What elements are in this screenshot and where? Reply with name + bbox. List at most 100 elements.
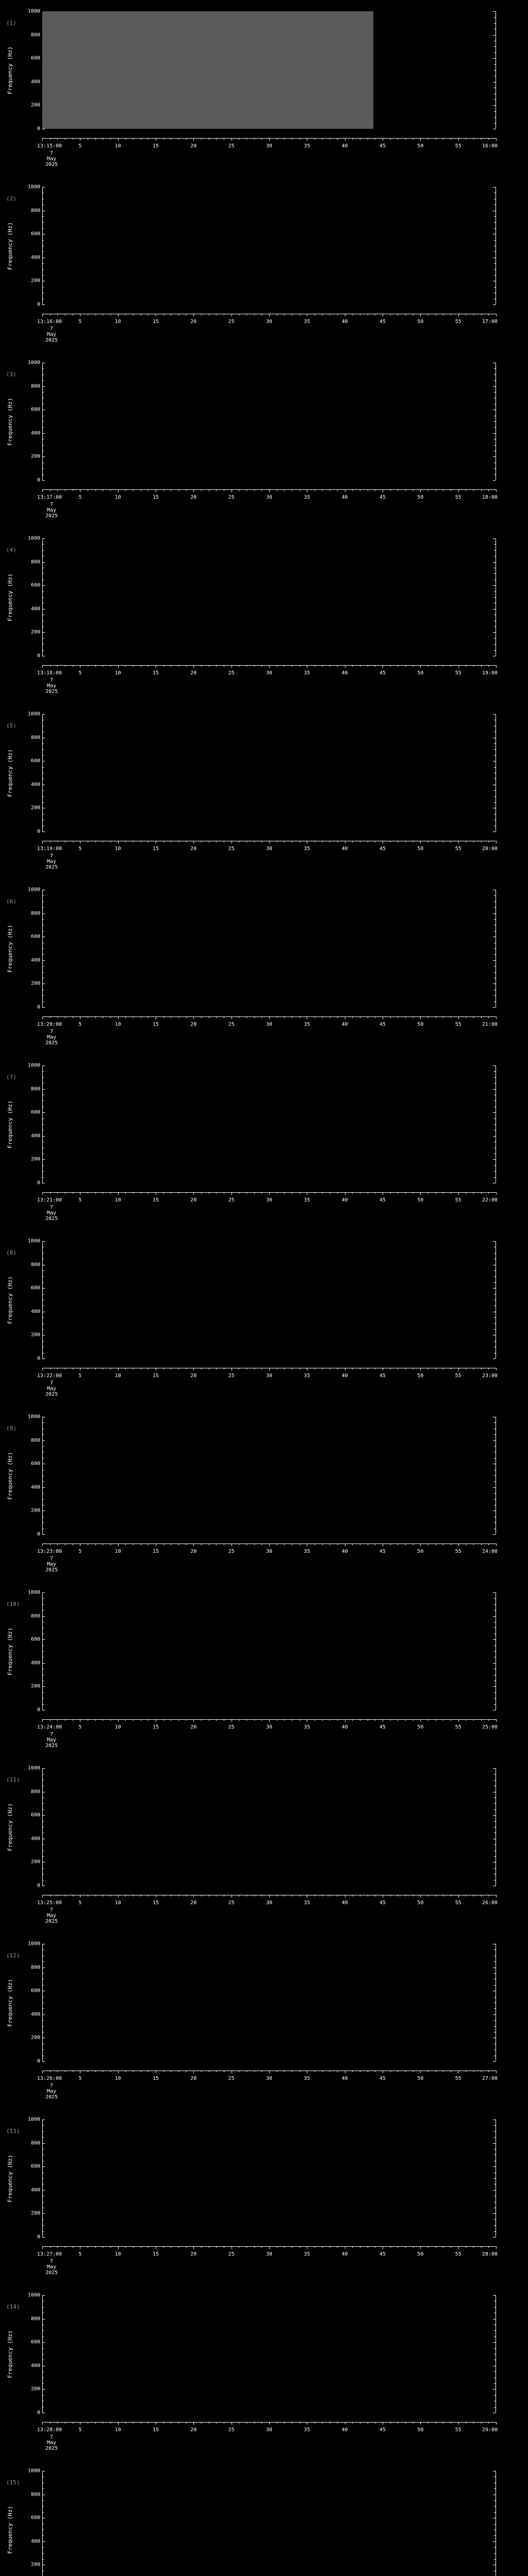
y-right-tick-mark: [494, 1821, 496, 1822]
x-minor-tick-mark: [412, 1368, 414, 1369]
spectrogram-panel: (14) Frequency (Hz) 1000 800 600 400 200 0 13:28…: [0, 2284, 528, 2460]
x-axis-date-label: 7 May 2025: [36, 1380, 67, 1397]
x-minor-tick-mark: [481, 2246, 482, 2248]
y-tick-label-group: 1000 800 600 400 200 0: [15, 1590, 40, 1713]
y-right-tick-mark: [494, 1868, 496, 1869]
date-line: 2025: [45, 2094, 58, 2100]
y-axis-title: Frequency (Hz): [5, 1241, 14, 1359]
y-tick-label: 1000: [27, 1941, 40, 1947]
y-tick-label: 0: [37, 477, 40, 483]
y-minor-tick-mark: [42, 1481, 44, 1482]
y-tick-label: 800: [30, 1613, 40, 1619]
y-right-tick-mark: [493, 2143, 496, 2144]
date-line: 2025: [45, 162, 58, 167]
y-minor-tick-mark: [42, 2137, 44, 2138]
x-minor-tick-mark: [50, 138, 51, 140]
x-tick-label: 5: [78, 319, 82, 325]
y-minor-tick-mark: [42, 2559, 44, 2560]
x-tick-mark: [118, 1192, 119, 1195]
x-minor-tick-mark: [57, 2422, 58, 2424]
y-right-tick-mark: [493, 58, 496, 59]
x-tick-mark: [496, 665, 497, 668]
x-minor-tick-mark: [110, 314, 111, 315]
x-tick-mark: [458, 1368, 459, 1370]
x-minor-tick-mark: [329, 314, 331, 315]
x-minor-tick-mark: [163, 2071, 164, 2072]
x-tick-label: 55: [455, 495, 461, 500]
x-tick-label: 55: [455, 1197, 461, 1203]
x-minor-tick-mark: [284, 1016, 285, 1018]
x-minor-tick-mark: [216, 489, 217, 491]
y-tick-label-group: 1000 800 600 400 200 0: [15, 536, 40, 659]
y-right-tick-mark: [493, 2190, 496, 2191]
x-tick-label: 23:00: [482, 1373, 498, 1379]
y-right-tick-mark: [493, 1592, 496, 1593]
y-right-tick-mark: [494, 1317, 496, 1318]
y-tick-label-group: 1000 800 600 400 200 0: [15, 1063, 40, 1186]
x-minor-tick-mark: [246, 841, 247, 842]
x-minor-tick-mark: [412, 665, 414, 667]
y-tick-label: 0: [37, 1180, 40, 1186]
x-minor-tick-mark: [110, 1895, 111, 1896]
x-minor-tick-mark: [337, 2246, 338, 2248]
x-minor-tick-mark: [125, 665, 126, 667]
y-tick-label: 800: [30, 1964, 40, 1971]
x-minor-tick-mark: [125, 2071, 126, 2072]
y-right-tick-mark: [494, 421, 496, 422]
date-line: 2025: [45, 1040, 58, 1046]
x-minor-tick-mark: [163, 1368, 164, 1369]
y-right-tick-mark: [493, 35, 496, 36]
x-tick-mark: [420, 2246, 421, 2249]
x-tick-label: 55: [455, 1373, 461, 1379]
x-tick-mark: [42, 2246, 43, 2249]
y-right-tick-mark: [494, 907, 496, 908]
y-tick-label: 200: [30, 1683, 40, 1689]
x-minor-tick-mark: [481, 1016, 482, 1018]
x-minor-tick-mark: [337, 2422, 338, 2424]
y-right-tick-mark: [494, 1961, 496, 1962]
x-tick-label: 45: [379, 2076, 386, 2081]
y-minor-tick-mark: [42, 1821, 44, 1822]
x-minor-tick-mark: [178, 1368, 179, 1369]
y-minor-tick-mark: [42, 2371, 44, 2372]
y-right-tick-mark: [493, 386, 496, 387]
y-minor-tick-mark: [42, 1844, 44, 1845]
x-minor-tick-mark: [390, 1368, 391, 1369]
x-minor-tick-mark: [337, 1544, 338, 1545]
x-tick-label: 5: [78, 1373, 82, 1379]
x-tick-label: 40: [341, 1549, 348, 1554]
x-minor-tick-mark: [110, 489, 111, 491]
x-tick-label: 40: [341, 1373, 348, 1379]
x-tick-label: 20: [190, 1900, 197, 1906]
x-tick-label: 25: [228, 1373, 235, 1379]
x-minor-tick-mark: [246, 1895, 247, 1896]
x-minor-tick-mark: [186, 2422, 187, 2424]
x-tick-label: 50: [417, 2427, 424, 2433]
y-axis-title: Frequency (Hz): [5, 1417, 14, 1534]
x-minor-tick-mark: [488, 2071, 489, 2072]
y-right-tick-mark: [494, 767, 496, 768]
y-minor-tick-mark: [42, 995, 44, 996]
x-minor-tick-mark: [390, 665, 391, 667]
x-tick-label: 15: [152, 1724, 159, 1730]
x-minor-tick-mark: [95, 138, 96, 140]
x-tick-label: 13:16:00: [37, 319, 62, 325]
y-minor-tick-mark: [42, 468, 44, 469]
y-tick-label: 0: [37, 1004, 40, 1010]
x-minor-tick-mark: [488, 1544, 489, 1545]
x-minor-tick-mark: [329, 665, 331, 667]
x-minor-tick-mark: [186, 1895, 187, 1896]
y-tick-mark: [42, 2061, 45, 2062]
x-minor-tick-mark: [95, 841, 96, 842]
x-tick-mark: [193, 1895, 194, 1897]
y-minor-tick-mark: [42, 1803, 44, 1804]
y-minor-tick-mark: [42, 1282, 44, 1283]
x-minor-tick-mark: [133, 1192, 134, 1194]
x-minor-tick-mark: [390, 1895, 391, 1896]
x-minor-tick-mark: [412, 1192, 414, 1194]
y-minor-tick-mark: [42, 778, 44, 779]
x-minor-tick-mark: [246, 1719, 247, 1721]
y-right-tick-mark: [494, 2553, 496, 2554]
x-minor-tick-mark: [488, 2246, 489, 2248]
x-minor-tick-mark: [133, 1719, 134, 1721]
